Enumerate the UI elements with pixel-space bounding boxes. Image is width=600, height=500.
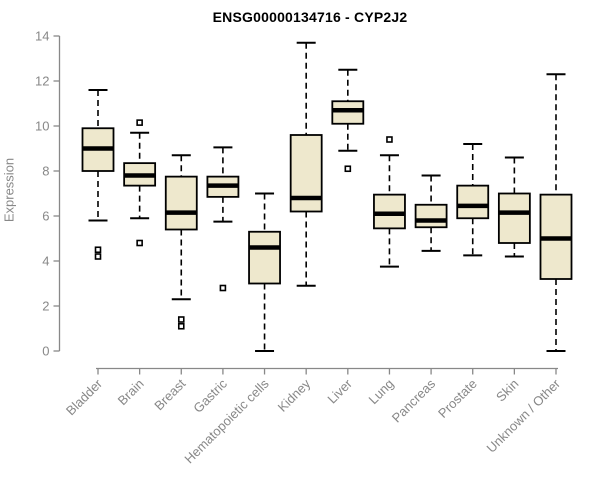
box-breast bbox=[164, 154, 198, 330]
x-tick-label-unknown-other: Unknown / Other bbox=[484, 376, 564, 456]
box-gastric bbox=[206, 146, 240, 292]
x-tick-label-pancreas: Pancreas bbox=[389, 376, 439, 426]
iqr-box bbox=[248, 230, 281, 285]
box-pancreas bbox=[414, 174, 448, 252]
box-liver bbox=[331, 68, 365, 173]
outlier-point bbox=[94, 246, 102, 254]
outlier-point bbox=[136, 119, 143, 126]
x-tick-label-breast: Breast bbox=[151, 376, 188, 413]
outlier-point bbox=[344, 165, 352, 173]
box-lung bbox=[373, 136, 406, 268]
iqr-box bbox=[497, 192, 531, 244]
y-axis-label: Expression bbox=[1, 157, 17, 223]
y-tick-label: 6 bbox=[42, 209, 49, 224]
box-prostate bbox=[456, 143, 490, 257]
x-tick-label-skin: Skin bbox=[493, 376, 521, 404]
iqr-box bbox=[164, 175, 198, 231]
outlier-point bbox=[94, 253, 102, 260]
box-kidney bbox=[289, 41, 323, 287]
y-tick-label: 8 bbox=[42, 164, 49, 179]
iqr-box bbox=[456, 184, 490, 220]
x-tick-label-prostate: Prostate bbox=[435, 376, 480, 421]
outlier-point bbox=[136, 239, 143, 247]
y-tick-label: 2 bbox=[42, 299, 49, 314]
y-tick-label: 10 bbox=[35, 119, 49, 134]
box-unknown-other bbox=[539, 73, 573, 352]
x-tick-label-brain: Brain bbox=[115, 376, 147, 408]
chart-title: ENSG00000134716 - CYP2J2 bbox=[212, 9, 408, 25]
box-hematopoietic-cells bbox=[248, 192, 281, 352]
x-tick-label-kidney: Kidney bbox=[275, 376, 314, 415]
x-tick-label-bladder: Bladder bbox=[63, 376, 106, 419]
x-tick-label-lung: Lung bbox=[366, 376, 397, 407]
y-tick-label: 4 bbox=[42, 254, 49, 269]
x-tick-label-liver: Liver bbox=[324, 376, 355, 407]
y-tick-label: 14 bbox=[35, 29, 49, 44]
iqr-box bbox=[414, 203, 448, 229]
y-tick-label: 12 bbox=[35, 74, 49, 89]
outlier-point bbox=[219, 284, 227, 292]
y-tick-label: 0 bbox=[42, 344, 49, 359]
box-skin bbox=[497, 156, 531, 258]
outlier-point bbox=[177, 316, 185, 323]
outlier-point bbox=[386, 136, 393, 143]
outlier-point bbox=[177, 322, 185, 330]
box-bladder bbox=[81, 89, 115, 260]
x-tick-label-gastric: Gastric bbox=[190, 376, 230, 416]
box-brain bbox=[123, 119, 157, 247]
